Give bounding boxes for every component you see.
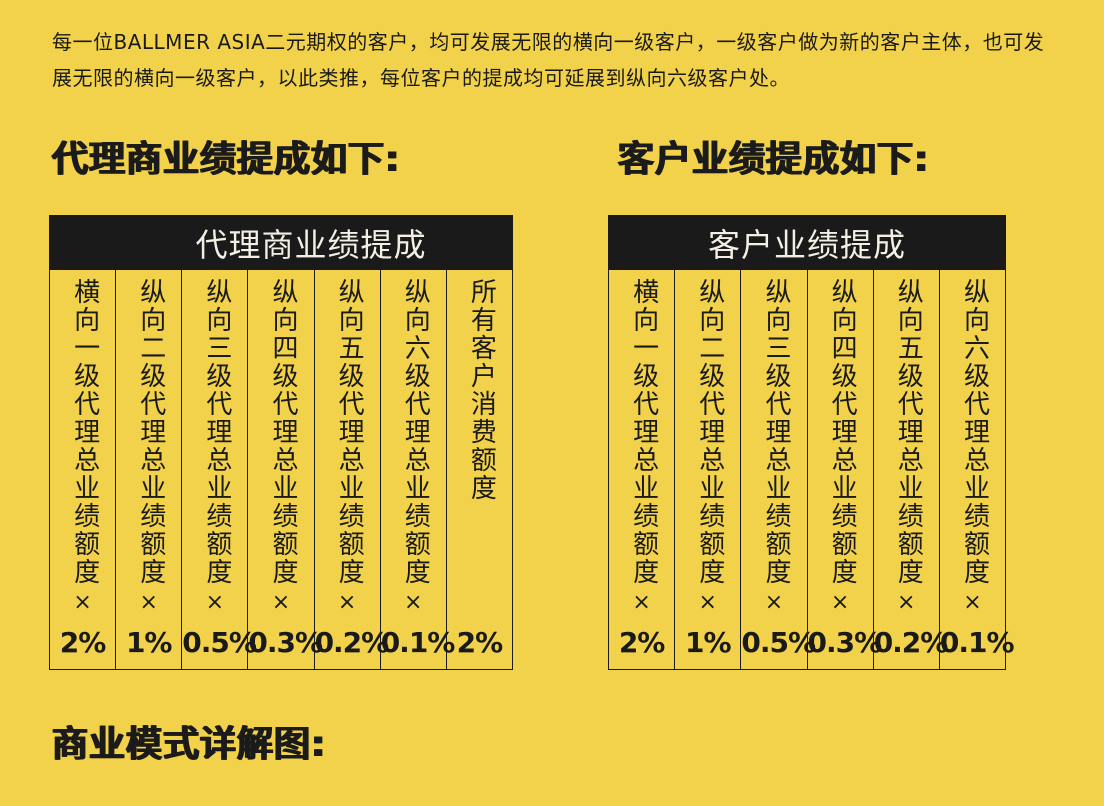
customer-col-level-6: 纵向六级代理总业绩额度 0.1% × <box>938 270 1015 669</box>
agent-col-level-2: 纵向二级代理总业绩额度 1% × <box>115 270 181 669</box>
agent-col-rate: 0.5% <box>182 626 257 659</box>
customer-col-rate: 0.2% <box>873 626 949 659</box>
agent-commission-heading: 代理商业绩提成如下: <box>52 139 401 180</box>
agent-col-label: 纵向四级代理总业绩额度 <box>268 278 298 586</box>
multiply-sign: × <box>139 590 158 615</box>
customer-table-columns: 横向一级代理总业绩额度 2% × 纵向二级代理总业绩额度 1% × 纵向三级代理… <box>609 270 1015 669</box>
agent-col-label: 纵向六级代理总业绩额度 <box>400 278 431 586</box>
customer-col-level-2: 纵向二级代理总业绩额度 1% × <box>674 270 740 669</box>
multiply-sign: × <box>73 590 92 615</box>
multiply-sign: × <box>963 590 982 615</box>
agent-table-columns: 横向一级代理总业绩额度 2% × 纵向二级代理总业绩额度 1% × 纵向三级代理… <box>50 270 512 669</box>
customer-col-rate: 0.1% <box>939 626 1015 659</box>
agent-col-rate: 1% <box>125 626 173 659</box>
agent-commission-table: 代理商业绩提成 横向一级代理总业绩额度 2% × 纵向二级代理总业绩额度 1% … <box>49 215 513 670</box>
customer-table-title: 客户业绩提成 <box>609 216 1005 270</box>
multiply-sign: × <box>698 590 717 615</box>
customer-commission-table: 客户业绩提成 横向一级代理总业绩额度 2% × 纵向二级代理总业绩额度 1% ×… <box>608 215 1015 670</box>
multiply-sign: × <box>632 590 651 615</box>
agent-col-level-5: 纵向五级代理总业绩额度 0.2% × <box>313 270 390 669</box>
customer-col-label: 横向一级代理总业绩额度 <box>628 278 659 586</box>
multiply-sign: × <box>897 590 916 615</box>
agent-table-title: 代理商业绩提成 <box>50 216 512 270</box>
customer-col-label: 纵向四级代理总业绩额度 <box>827 278 858 586</box>
agent-col-all-customers: 所有客户消费额度 2% <box>445 270 512 669</box>
agent-col-label: 纵向三级代理总业绩额度 <box>201 278 232 586</box>
customer-col-level-3: 纵向三级代理总业绩额度 0.5% × <box>740 270 816 669</box>
customer-col-rate: 1% <box>684 626 732 659</box>
customer-col-rate: 0.3% <box>807 626 883 659</box>
agent-col-label: 所有客户消费额度 <box>466 278 497 502</box>
agent-col-level-3: 纵向三级代理总业绩额度 0.5% × <box>181 270 257 669</box>
agent-col-label: 纵向五级代理总业绩额度 <box>334 278 365 586</box>
multiply-sign: × <box>271 590 291 615</box>
customer-col-level-5: 纵向五级代理总业绩额度 0.2% × <box>872 270 949 669</box>
customer-col-level-1: 横向一级代理总业绩额度 2% × <box>609 270 674 669</box>
multiply-sign: × <box>205 590 225 615</box>
agent-col-label: 纵向二级代理总业绩额度 <box>135 278 166 586</box>
business-model-heading: 商业模式详解图: <box>52 724 327 765</box>
agent-col-level-1: 横向一级代理总业绩额度 2% × <box>50 270 115 669</box>
customer-col-label: 纵向三级代理总业绩额度 <box>760 278 791 586</box>
agent-col-rate: 2% <box>59 626 107 659</box>
intro-paragraph: 每一位BALLMER ASIA二元期权的客户，均可发展无限的横向一级客户，一级客… <box>52 30 1045 90</box>
agent-col-level-4: 纵向四级代理总业绩额度 0.3% × <box>247 270 323 669</box>
customer-col-level-4: 纵向四级代理总业绩额度 0.3% × <box>806 270 883 669</box>
customer-commission-heading: 客户业绩提成如下: <box>618 139 930 180</box>
customer-col-label: 纵向二级代理总业绩额度 <box>694 278 725 586</box>
agent-col-rate: 2% <box>456 626 504 659</box>
multiply-sign: × <box>830 590 850 615</box>
customer-col-label: 纵向五级代理总业绩额度 <box>893 278 924 586</box>
agent-col-rate: 0.3% <box>248 626 323 659</box>
multiply-sign: × <box>764 590 784 615</box>
multiply-sign: × <box>337 590 357 615</box>
multiply-sign: × <box>404 590 423 615</box>
customer-col-label: 纵向六级代理总业绩额度 <box>959 278 990 586</box>
agent-col-rate: 0.2% <box>314 626 390 659</box>
customer-col-rate: 0.5% <box>741 626 816 659</box>
agent-col-label: 横向一级代理总业绩额度 <box>69 278 100 586</box>
agent-col-level-6: 纵向六级代理总业绩额度 0.1% × <box>379 270 456 669</box>
agent-col-rate: 0.1% <box>380 626 456 659</box>
customer-col-rate: 2% <box>618 626 666 659</box>
